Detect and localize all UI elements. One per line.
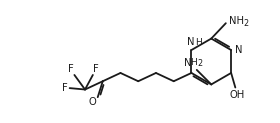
- Text: N: N: [235, 45, 242, 55]
- Text: NH: NH: [229, 16, 244, 26]
- Text: H: H: [196, 38, 202, 47]
- Text: O: O: [89, 97, 97, 107]
- Text: H: H: [191, 58, 197, 67]
- Text: F: F: [62, 83, 67, 93]
- Text: F: F: [93, 64, 99, 74]
- Text: 2: 2: [243, 19, 248, 28]
- Text: N: N: [184, 58, 191, 68]
- Text: N: N: [187, 37, 195, 47]
- Text: 2: 2: [197, 59, 202, 68]
- Text: F: F: [68, 64, 74, 74]
- Text: OH: OH: [229, 90, 244, 100]
